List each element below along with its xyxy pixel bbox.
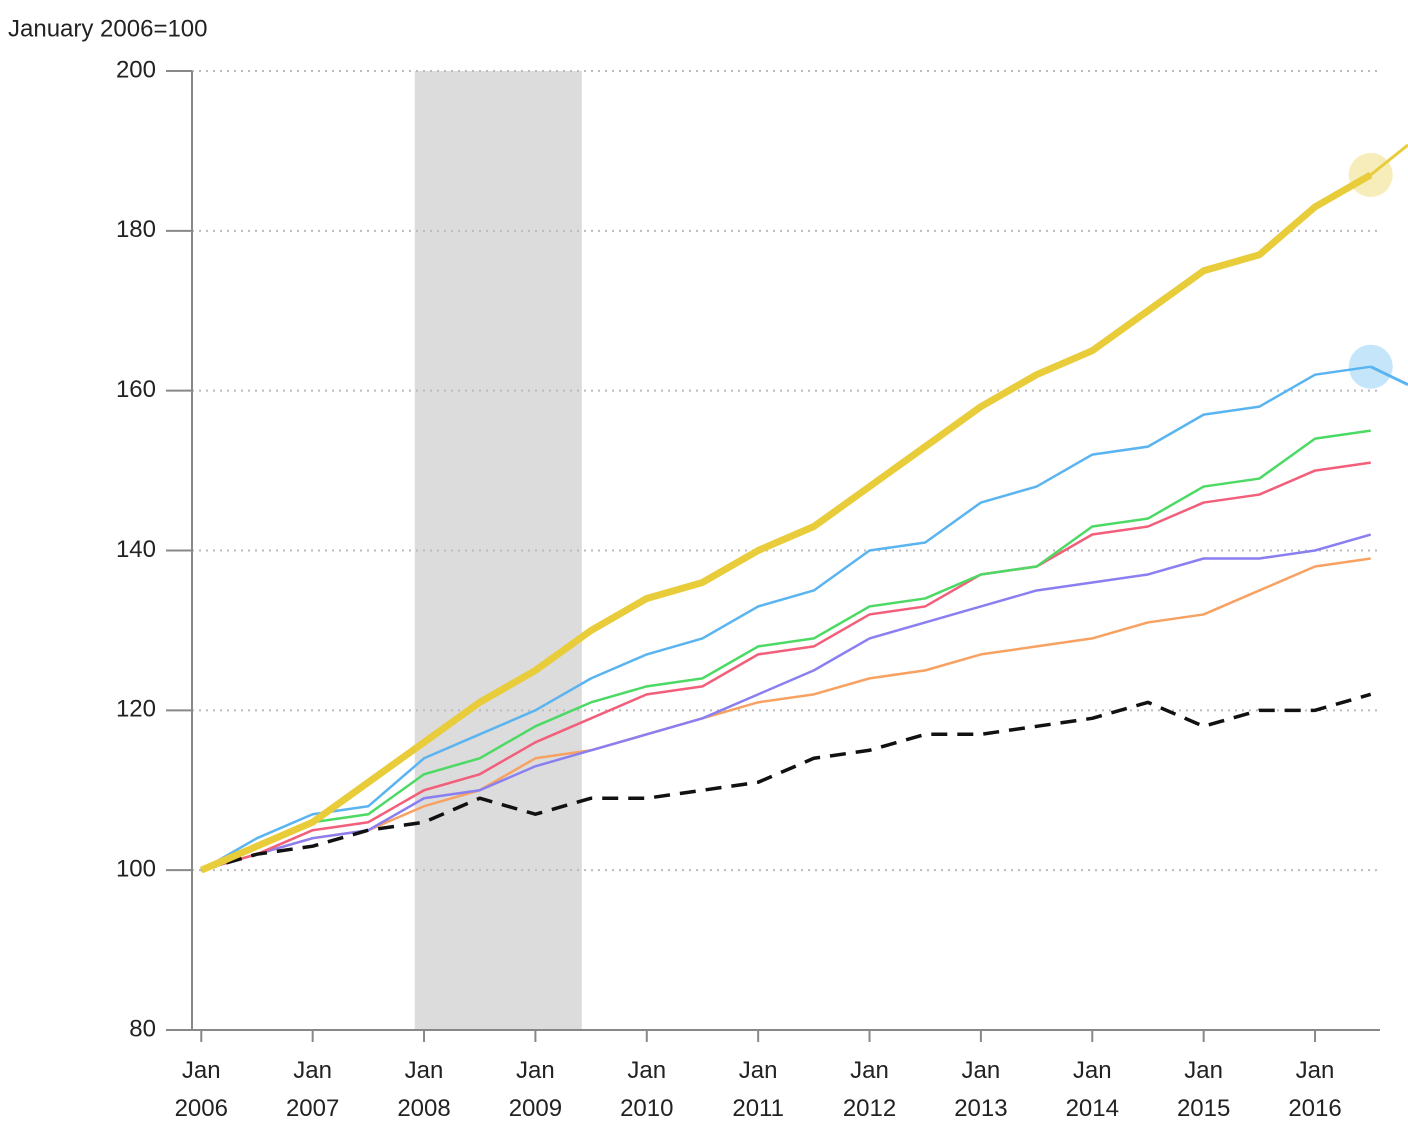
series-line — [200, 557, 1371, 872]
y-tick-label: 120 — [116, 696, 156, 723]
y-tick-label: 80 — [129, 1015, 156, 1042]
x-tick-label: Jan 2013 — [954, 1057, 1007, 1122]
y-tick-label: 160 — [116, 376, 156, 403]
series-line — [199, 171, 1373, 874]
series-line — [200, 365, 1371, 872]
series-line — [200, 533, 1372, 872]
x-tick-label: Jan 2015 — [1177, 1057, 1230, 1122]
series-line — [200, 429, 1371, 872]
x-tick-label: Jan 2006 — [175, 1057, 228, 1122]
y-tick-label: 200 — [116, 56, 156, 83]
x-tick-label: Jan 2009 — [509, 1057, 562, 1122]
callout-line — [1369, 143, 1408, 177]
x-tick-label: Jan 2010 — [620, 1057, 673, 1122]
series-line — [200, 692, 1372, 872]
x-tick-label: Jan 2008 — [397, 1057, 450, 1122]
series-line — [200, 461, 1371, 872]
x-tick-label: Jan 2011 — [732, 1057, 784, 1122]
x-tick-label: Jan 2012 — [843, 1057, 896, 1122]
recession-shade — [414, 71, 582, 1030]
y-tick-label: 100 — [116, 856, 156, 883]
x-tick-label: Jan 2007 — [286, 1057, 339, 1122]
y-tick-label: 140 — [116, 536, 156, 563]
y-tick-label: 180 — [116, 216, 156, 243]
x-tick-label: Jan 2014 — [1066, 1057, 1119, 1122]
chart-subtitle: January 2006=100 — [8, 15, 208, 42]
x-tick-label: Jan 2016 — [1288, 1057, 1341, 1122]
callout-line — [1370, 365, 1408, 387]
